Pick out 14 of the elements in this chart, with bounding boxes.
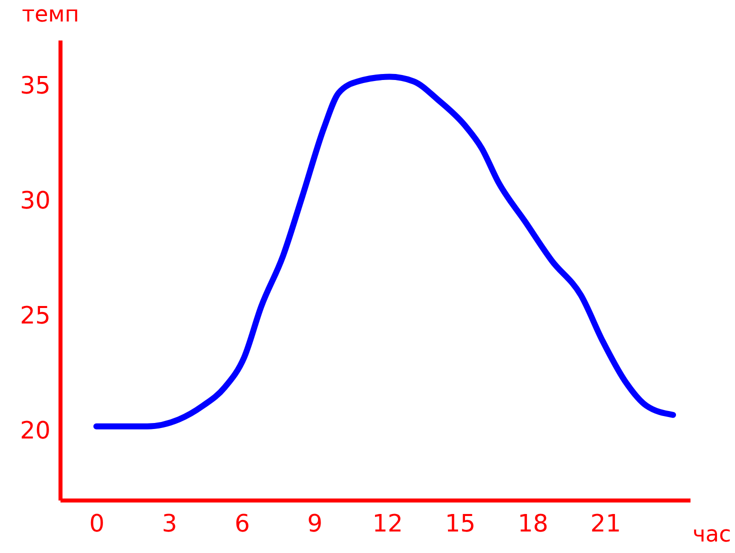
y-tick-label: 30 (20, 186, 50, 214)
x-tick-label: 9 (307, 510, 323, 538)
x-tick-label: 18 (518, 510, 548, 538)
x-tick-label: 21 (590, 510, 621, 538)
y-tick-label: 35 (20, 72, 50, 100)
y-tick-label: 25 (20, 302, 50, 330)
y-tick-label: 20 (20, 416, 50, 444)
x-tick-label: 6 (234, 510, 250, 538)
x-tick-label: 15 (445, 510, 476, 538)
x-tick-label: 12 (372, 510, 403, 538)
x-tick-label: 0 (89, 510, 104, 538)
y-axis-title: темп (22, 2, 80, 28)
x-axis-title: час (692, 522, 732, 548)
x-tick-label: 3 (162, 510, 178, 538)
